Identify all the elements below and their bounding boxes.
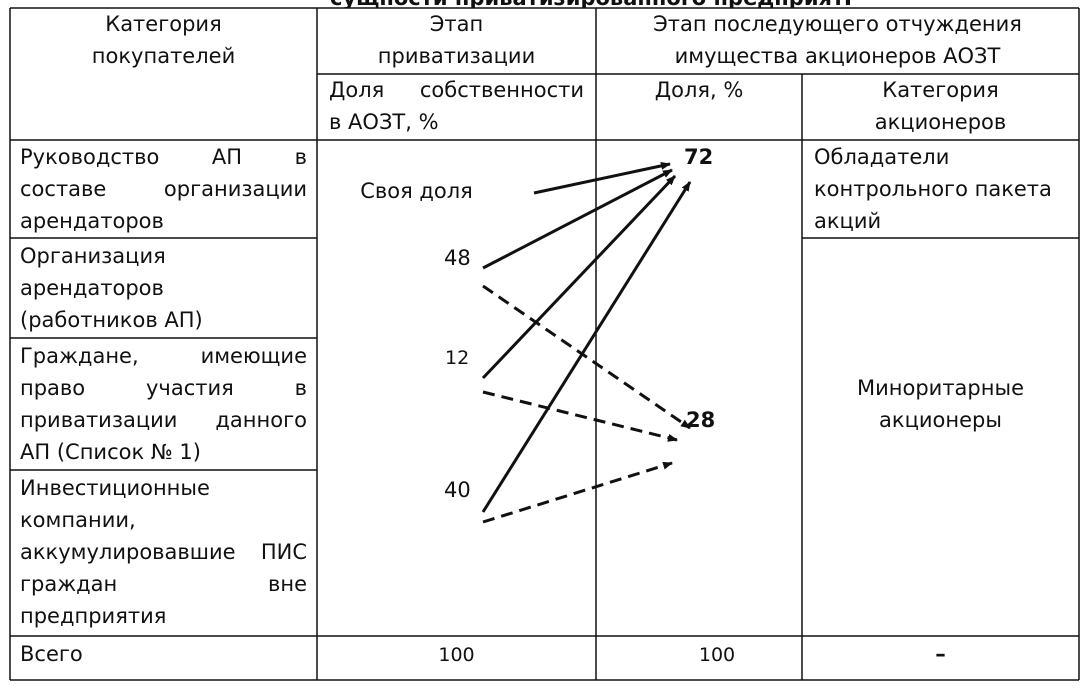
majority-share-value: 72 xyxy=(684,145,714,169)
row-citizens-category: Граждане, имеющие право участия в приват… xyxy=(20,344,307,464)
arrow-own-to-majority xyxy=(533,161,671,195)
tenants-share-value: 48 xyxy=(444,246,471,270)
investment-share-value: 40 xyxy=(444,478,471,502)
own-share-label: Своя доля xyxy=(360,179,473,203)
arrow-48-to-minority xyxy=(482,284,691,430)
header-ownership-share: Доля собственности в АОЗТ, % xyxy=(329,78,584,134)
arrow-40-to-majority xyxy=(481,181,692,513)
total-privatization: 100 xyxy=(438,644,475,666)
citizens-share-value: 12 xyxy=(445,347,470,369)
header-shareholder-category: Категория акционеров xyxy=(874,78,1007,134)
minority-share-value: 28 xyxy=(686,408,716,432)
row-management-category: Руководство АП в составе организации аре… xyxy=(20,145,307,233)
header-alienation-stage: Этап последующего отчуждения имущества а… xyxy=(653,12,1022,68)
row-investment-category: Инвестиционные компании, аккумулировавши… xyxy=(20,476,307,628)
header-category: Категория покупателей xyxy=(91,12,236,68)
table-caption-cut: сущности приватизированного предприятия … xyxy=(330,0,850,8)
arrow-48-to-majority xyxy=(482,168,673,270)
minority-category: Миноритарные акционеры xyxy=(857,376,1024,432)
arrow-12-to-majority xyxy=(481,174,677,380)
row-tenants-category: Организация арендаторов (работников АП) xyxy=(20,244,203,332)
header-share-percent: Доля, % xyxy=(654,78,744,102)
total-category-dash: – xyxy=(935,642,946,666)
majority-category: Обладатели контрольного пакета акций xyxy=(814,145,1052,233)
header-privatization-stage: Этап приватизации xyxy=(377,12,536,68)
arrow-12-to-minority xyxy=(482,390,678,442)
total-share: 100 xyxy=(698,644,736,666)
arrow-40-to-minority xyxy=(482,461,673,524)
total-label: Всего xyxy=(20,642,83,666)
